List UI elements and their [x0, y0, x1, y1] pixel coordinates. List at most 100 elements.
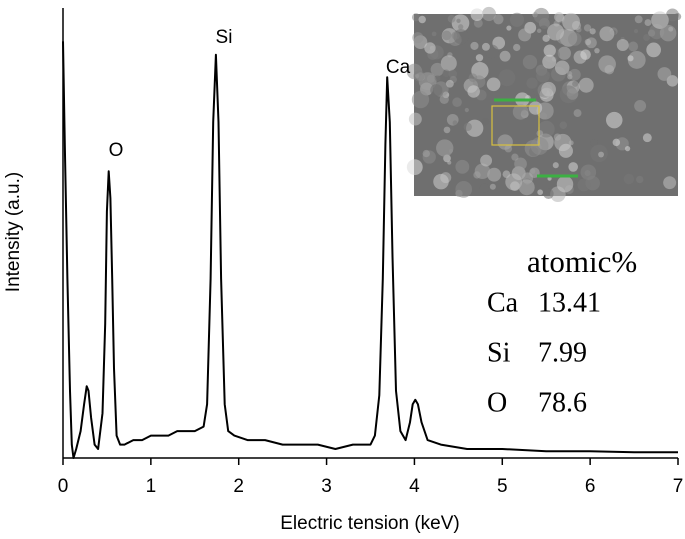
sem-grain: [411, 13, 421, 22]
sem-grain: [530, 168, 536, 174]
sem-grain: [439, 94, 449, 105]
sem-grain: [628, 41, 639, 52]
sem-grain: [526, 77, 538, 89]
sem-grain: [554, 60, 570, 76]
sem-grain: [422, 149, 430, 158]
sem-grain: [616, 38, 629, 51]
sem-grain: [509, 12, 525, 27]
sem-grain: [412, 32, 424, 44]
sem-grain: [659, 24, 677, 42]
sem-grain: [542, 54, 557, 69]
sem-grain: [475, 54, 484, 62]
element-name: O: [487, 387, 507, 418]
sem-grain: [463, 122, 472, 132]
sem-inset: [406, 6, 682, 202]
sem-grain: [536, 130, 544, 137]
sem-grain: [418, 15, 426, 24]
sem-grain: [455, 159, 470, 174]
sem-grain: [566, 88, 579, 100]
sem-grain: [557, 46, 571, 60]
sem-grain: [498, 69, 516, 87]
x-tick-label: 0: [58, 476, 69, 497]
sem-grain: [430, 62, 444, 77]
sem-grain: [506, 25, 512, 31]
sem-grain: [447, 14, 456, 23]
peak-label: O: [109, 140, 124, 161]
sem-grain: [578, 77, 594, 93]
sem-grain: [651, 11, 669, 29]
sem-grain: [424, 42, 436, 54]
x-tick-label: 4: [409, 476, 420, 497]
sem-grain: [663, 176, 677, 190]
sem-grain: [470, 41, 479, 50]
sem-grain: [442, 69, 451, 78]
sem-grain: [556, 175, 574, 193]
sem-grain: [447, 160, 452, 165]
x-tick-label: 1: [146, 476, 157, 497]
sem-grain: [606, 111, 623, 129]
x-tick-label: 7: [673, 476, 684, 497]
sem-grain: [446, 79, 454, 88]
sem-grain: [657, 67, 672, 81]
sem-grain: [493, 14, 504, 25]
sem-grain: [448, 148, 454, 153]
sem-grain: [467, 85, 480, 98]
sem-grain: [511, 153, 519, 161]
sem-grain: [455, 180, 473, 198]
sem-grain: [486, 77, 501, 92]
x-tick-label: 2: [233, 476, 244, 497]
sem-grain: [479, 183, 489, 193]
sem-grain: [634, 99, 647, 112]
sem-grain: [553, 133, 562, 141]
y-axis-label: Intensity (a.u.): [3, 172, 24, 292]
sem-grain: [558, 143, 573, 158]
sem-grain: [559, 121, 568, 129]
sem-grain: [554, 12, 565, 23]
sem-grain: [584, 38, 592, 46]
sem-grain: [636, 175, 644, 184]
sem-grain: [411, 90, 430, 109]
sem-grain: [452, 120, 458, 126]
sem-grain: [552, 162, 559, 169]
x-tick-label: 6: [585, 476, 596, 497]
sem-grain: [624, 145, 631, 152]
sem-grain: [433, 173, 449, 190]
sem-grain: [430, 84, 443, 97]
sem-grain: [502, 170, 511, 179]
peak-label: Si: [216, 27, 233, 48]
sem-grain: [489, 183, 496, 190]
sem-grain: [464, 107, 469, 113]
sem-grain: [530, 137, 549, 155]
sem-grain: [538, 25, 550, 37]
sem-grain: [512, 104, 529, 120]
sem-grain: [567, 71, 573, 77]
sem-grain: [533, 7, 550, 24]
sem-grain: [599, 26, 615, 42]
sem-grain: [594, 47, 600, 54]
sem-grain: [443, 126, 451, 134]
sem-grain: [470, 8, 484, 22]
sem-grain: [487, 167, 502, 182]
sem-grain: [497, 134, 513, 150]
sem-grain: [468, 73, 478, 83]
sem-grain: [481, 6, 497, 22]
sem-grain: [448, 69, 458, 79]
sem-grain: [568, 140, 574, 146]
sem-grain: [643, 34, 650, 41]
sem-grain: [436, 139, 454, 157]
sem-grain: [542, 34, 550, 43]
table-header: atomic%: [527, 244, 637, 279]
spectrum-line: [62, 41, 678, 459]
sem-grain: [598, 55, 616, 73]
sem-grain: [474, 163, 491, 179]
sem-grain: [543, 44, 556, 57]
sem-grain: [522, 54, 538, 70]
sem-grain: [480, 154, 493, 167]
sem-grain: [458, 24, 464, 30]
sem-grain: [406, 159, 423, 176]
sem-grain: [642, 133, 652, 143]
peak-label: Ca: [386, 57, 411, 78]
element-name: Si: [487, 337, 511, 368]
x-axis-label: Electric tension (keV): [280, 513, 460, 534]
